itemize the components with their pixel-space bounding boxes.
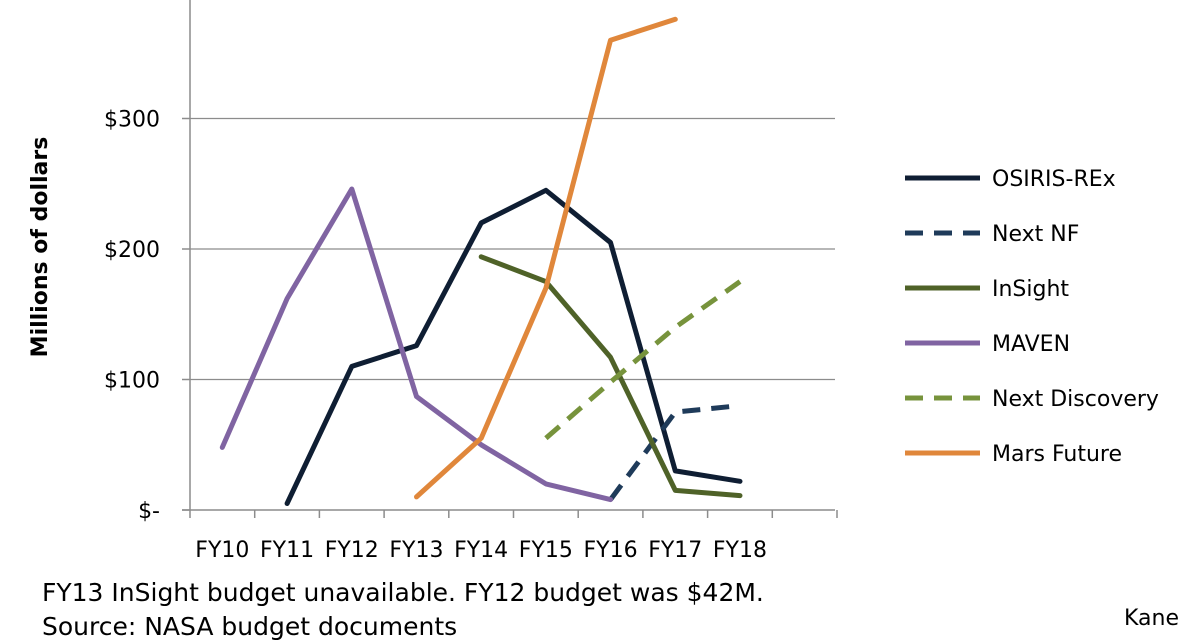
x-tick-label: FY15 [519,538,573,563]
x-tick-label: FY18 [713,538,767,563]
legend-label: Next NF [992,222,1079,247]
legend-label: Mars Future [992,442,1122,467]
axes [182,0,838,518]
y-tick-label: $- [138,499,160,524]
series-line-mars-future [414,16,678,500]
y-axis-label: Millions of dollars [28,137,53,358]
y-tick-labels: $- $100 $200 $300 [104,108,160,525]
footnote: FY13 InSight budget unavailable. FY12 bu… [42,578,764,607]
credit-label: Kane [1124,606,1179,631]
gridlines [190,117,835,381]
x-tick-label: FY10 [195,538,249,563]
legend-label: OSIRIS-REx [992,167,1116,192]
series-line-osiris-rex [284,187,743,506]
y-tick-label: $300 [104,108,160,133]
y-tick-label: $200 [104,238,160,263]
x-tick-label: FY12 [325,538,379,563]
x-tick-label: FY13 [389,538,443,563]
source-note: Source: NASA budget documents [42,612,458,641]
y-tick-label: $100 [104,369,160,394]
series-line-insight [478,254,743,499]
legend-label: Next Discovery [992,387,1159,412]
series-line-next-nf [608,403,741,502]
x-tick-label: FY11 [260,538,314,563]
legend: OSIRIS-REx Next NF InSight MAVEN Next Discov… [905,167,1159,467]
series-lines [219,16,743,506]
legend-label: MAVEN [992,332,1070,357]
x-tick-label: FY16 [584,538,638,563]
series-line-maven [219,186,613,503]
x-tick-label: FY14 [454,538,508,563]
x-tick-label: FY17 [648,538,702,563]
series-line-next-discovery [544,279,742,441]
x-tick-labels: FY10 FY11 FY12 FY13 FY14 FY15 FY16 FY17 FY18 [195,538,767,563]
legend-label: InSight [992,277,1069,302]
